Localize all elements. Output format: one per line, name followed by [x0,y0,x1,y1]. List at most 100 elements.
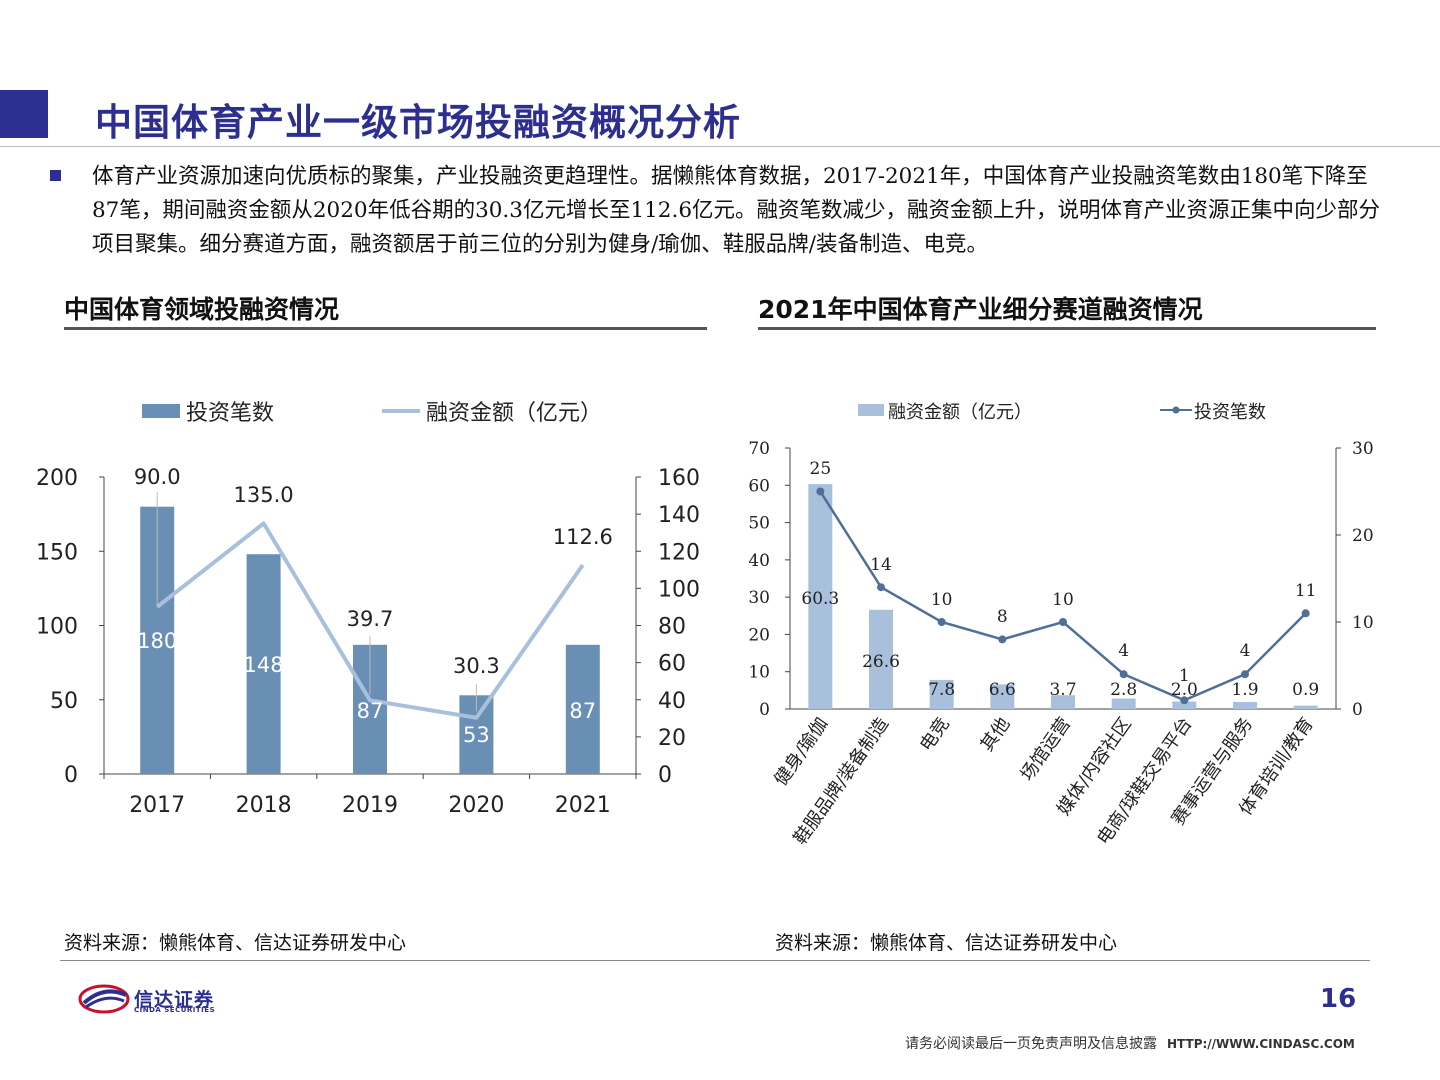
x-tick-label: 电竞 [916,714,954,756]
bar-data-label: 26.6 [862,652,900,672]
bar-data-label: 148 [244,653,284,677]
left-y-tick-label: 0 [759,700,770,720]
bar [1051,695,1075,709]
bar-data-label: 180 [137,629,177,653]
line-data-label: 8 [997,607,1008,627]
line-data-label: 10 [1052,590,1074,610]
x-tick-label: 其他 [977,714,1015,756]
bar [990,684,1015,709]
legend-line-label: 投资笔数 [1194,402,1266,423]
x-tick-label: 2017 [129,793,185,818]
right-chart-title: 2021年中国体育产业细分赛道融资情况 [758,295,1203,324]
summary-paragraph: 体育产业资源加速向优质标的聚集，产业投融资更趋理性。据懒熊体育数据，2017-2… [92,164,1381,257]
bar-data-label: 3.7 [1049,680,1076,700]
bar [1111,698,1136,709]
line-marker [998,635,1007,644]
line-marker [1180,696,1189,705]
left-y-tick-label: 50 [748,514,770,534]
charts-canvas: 投资笔数 融资金额（亿元）0501001502000204060801001201… [36,401,1374,849]
line-data-label: 14 [870,555,892,575]
page-number: 16 [1320,984,1357,1014]
x-tick-label: 2021 [555,793,611,818]
line-data-label: 30.3 [453,654,500,678]
bar-data-label: 6.6 [989,680,1016,700]
line-data-label: 11 [1295,581,1317,601]
left-y-tick-label: 20 [748,625,770,645]
website-link[interactable]: HTTP://WWW.CINDASC.COM [1167,1037,1355,1051]
right-y-tick-label: 30 [1352,439,1374,459]
left-y-tick-label: 60 [748,476,770,496]
page-title: 中国体育产业一级市场投融资概况分析 [95,101,741,144]
bar [246,554,281,774]
left-y-tick-label: 150 [36,540,78,565]
left-y-tick-label: 0 [64,763,78,788]
disclaimer: 请务必阅读最后一页免责声明及信息披露 HTTP://WWW.CINDASC.COM [905,1033,1355,1053]
right-y-tick-label: 100 [658,577,700,602]
cinda-logo-icon [78,984,130,1014]
line-data-label: 90.0 [134,465,181,489]
right-y-tick-label: 0 [658,763,672,788]
bar-data-label: 2.8 [1110,680,1137,700]
legend-bar-label: 投资笔数 [186,401,274,426]
right-y-tick-label: 10 [1352,613,1374,633]
legend-line-label: 融资金额（亿元） [426,401,602,426]
x-tick-label: 2019 [342,793,398,818]
x-tick-label: 健身/瑜伽 [770,714,832,790]
left-y-tick-label: 50 [50,689,78,714]
left-y-tick-label: 40 [748,551,770,571]
right-y-tick-label: 160 [658,466,700,491]
title-divider [0,146,1440,147]
line-marker [1301,609,1310,618]
bar-data-label: 2.0 [1171,680,1198,700]
legend-bar-label: 融资金额（亿元） [888,402,1032,423]
logo-name: 信达证券 [134,989,215,1011]
right-y-tick-label: 0 [1352,700,1363,720]
left-y-tick-label: 100 [36,615,78,640]
title-accent-block [0,90,48,138]
bar [1172,701,1197,709]
bullet-icon [50,170,61,181]
line-data-label: 25 [810,459,832,479]
disclaimer-text: 请务必阅读最后一页免责声明及信息披露 [905,1036,1157,1052]
bar [1233,701,1257,709]
line-data-label: 135.0 [234,483,294,507]
left-y-tick-label: 200 [36,466,78,491]
left-y-tick-label: 30 [748,588,770,608]
line-data-label: 112.6 [553,525,613,549]
left-y-tick-label: 70 [748,439,770,459]
line-data-label: 10 [931,590,953,610]
line-marker [1059,618,1067,626]
footer-divider [60,960,1370,961]
line-marker [937,618,946,626]
bar-data-label: 60.3 [801,589,839,609]
bar [565,644,600,774]
bar-data-label: 1.9 [1231,680,1258,700]
bar-data-label: 87 [569,699,596,723]
right-y-tick-label: 20 [658,726,686,751]
line-marker [1119,670,1128,679]
line-data-label: 4 [1118,641,1129,661]
bar [869,609,893,709]
bar-data-label: 0.9 [1292,680,1319,700]
line-series [155,521,585,720]
x-tick-label: 2018 [236,793,292,818]
right-y-tick-label: 20 [1352,526,1374,546]
line-data-label: 1 [1179,666,1190,686]
right-y-tick-label: 40 [658,689,686,714]
bar-data-label: 7.8 [928,680,955,700]
legend-bar-swatch [858,404,884,416]
line-marker [877,583,885,592]
logo-subtitle: CINDA SECURITIES [134,1006,216,1014]
x-tick-label: 场馆运营 [1017,714,1075,785]
left-chart-source: 资料来源：懒熊体育、信达证券研发中心 [64,932,407,954]
bar [929,679,954,709]
bar [1293,705,1318,709]
right-y-tick-label: 60 [658,652,686,677]
right-chart-source: 资料来源：懒熊体育、信达证券研发中心 [775,932,1118,954]
legend-line-marker [1172,406,1180,414]
right-y-tick-label: 140 [658,503,700,528]
line-marker [816,487,825,496]
bar-data-label: 53 [463,723,490,747]
left-chart-title: 中国体育领域投融资情况 [64,295,340,324]
line-data-label: 4 [1240,641,1251,661]
